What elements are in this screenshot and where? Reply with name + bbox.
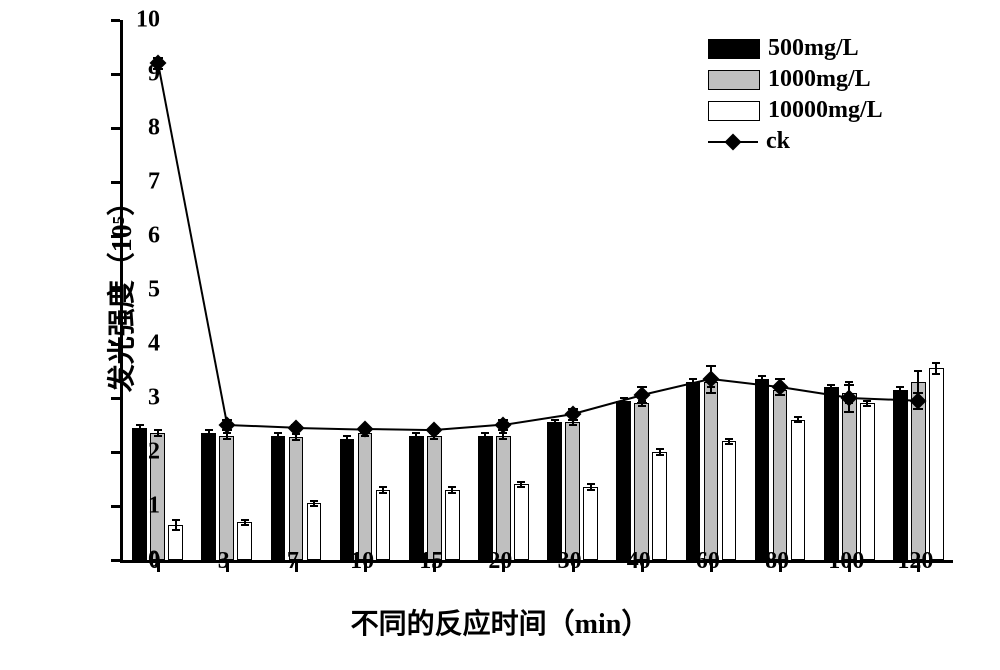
bar-1000mg/L	[704, 382, 719, 560]
bar-500mg/L	[755, 379, 770, 560]
xtick-label: 120	[897, 548, 933, 575]
bar-500mg/L	[616, 401, 631, 560]
legend-item: 500mg/L	[708, 35, 883, 62]
xtick-label: 7	[287, 548, 299, 575]
legend-label: 1000mg/L	[768, 66, 871, 93]
ck-line-segment	[434, 424, 503, 431]
bar-10000mg/L	[514, 484, 529, 560]
xtick-label: 30	[558, 548, 582, 575]
ck-line-segment	[572, 394, 642, 415]
ck-marker	[287, 419, 304, 436]
xtick-label: 80	[765, 548, 789, 575]
xtick-label: 20	[488, 548, 512, 575]
ytick-label: 1	[120, 493, 160, 520]
legend-label: 500mg/L	[768, 35, 859, 62]
bar-10000mg/L	[376, 490, 391, 560]
bar-500mg/L	[478, 436, 493, 560]
bar-10000mg/L	[583, 487, 598, 560]
bar-10000mg/L	[445, 490, 460, 560]
ck-line-segment	[365, 428, 434, 431]
combo-chart: 012345678910 03710152030406080100120 发光强…	[0, 0, 1000, 670]
bar-500mg/L	[201, 433, 216, 560]
legend: 500mg/L 1000mg/L 10000mg/L ck	[708, 35, 883, 159]
bar-10000mg/L	[791, 420, 806, 560]
xtick-label: 0	[149, 548, 161, 575]
ytick-label: 10	[120, 7, 160, 34]
ck-line-segment	[227, 424, 296, 429]
bar-1000mg/L	[358, 433, 373, 560]
xtick-label: 15	[419, 548, 443, 575]
ck-line-segment	[642, 378, 712, 396]
legend-swatch	[708, 70, 760, 90]
xtick-label: 3	[218, 548, 230, 575]
y-axis-title: 发光强度（10⁵）	[100, 188, 140, 392]
bar-1000mg/L	[565, 422, 580, 560]
ck-marker	[633, 387, 650, 404]
legend-label: ck	[766, 128, 790, 155]
xtick-label: 10	[350, 548, 374, 575]
bar-1000mg/L	[634, 403, 649, 560]
bar-500mg/L	[547, 422, 562, 560]
bar-500mg/L	[409, 436, 424, 560]
ytick-label: 2	[120, 439, 160, 466]
bar-1000mg/L	[427, 436, 442, 560]
ck-line-segment	[780, 386, 849, 399]
bar-500mg/L	[824, 387, 839, 560]
bar-10000mg/L	[652, 452, 667, 560]
legend-label: 10000mg/L	[768, 97, 883, 124]
bar-10000mg/L	[237, 522, 252, 560]
xtick-label: 100	[828, 548, 864, 575]
ck-line-segment	[849, 397, 918, 402]
ytick-label: 9	[120, 61, 160, 88]
bar-500mg/L	[686, 382, 701, 560]
bar-500mg/L	[893, 390, 908, 560]
bar-1000mg/L	[773, 390, 788, 560]
ck-line-segment	[503, 413, 572, 426]
bar-10000mg/L	[307, 503, 322, 560]
bar-500mg/L	[340, 439, 355, 561]
bar-1000mg/L	[496, 436, 511, 560]
legend-swatch	[708, 101, 760, 121]
legend-line-swatch	[708, 133, 758, 151]
xtick-label: 60	[696, 548, 720, 575]
legend-swatch	[708, 39, 760, 59]
legend-item: 1000mg/L	[708, 66, 883, 93]
xtick-label: 40	[627, 548, 651, 575]
ytick-label: 8	[120, 115, 160, 142]
ck-line-segment	[157, 63, 228, 425]
legend-item: ck	[708, 128, 883, 155]
ck-line-segment	[296, 427, 365, 431]
ck-line-segment	[711, 378, 780, 388]
bar-500mg/L	[271, 436, 286, 560]
bar-10000mg/L	[722, 441, 737, 560]
x-axis-title: 不同的反应时间（min）	[0, 602, 1000, 642]
bar-1000mg/L	[842, 393, 857, 560]
legend-item: 10000mg/L	[708, 97, 883, 124]
bar-10000mg/L	[929, 368, 944, 560]
bar-10000mg/L	[860, 403, 875, 560]
bar-1000mg/L	[219, 436, 234, 560]
bar-1000mg/L	[289, 437, 304, 560]
